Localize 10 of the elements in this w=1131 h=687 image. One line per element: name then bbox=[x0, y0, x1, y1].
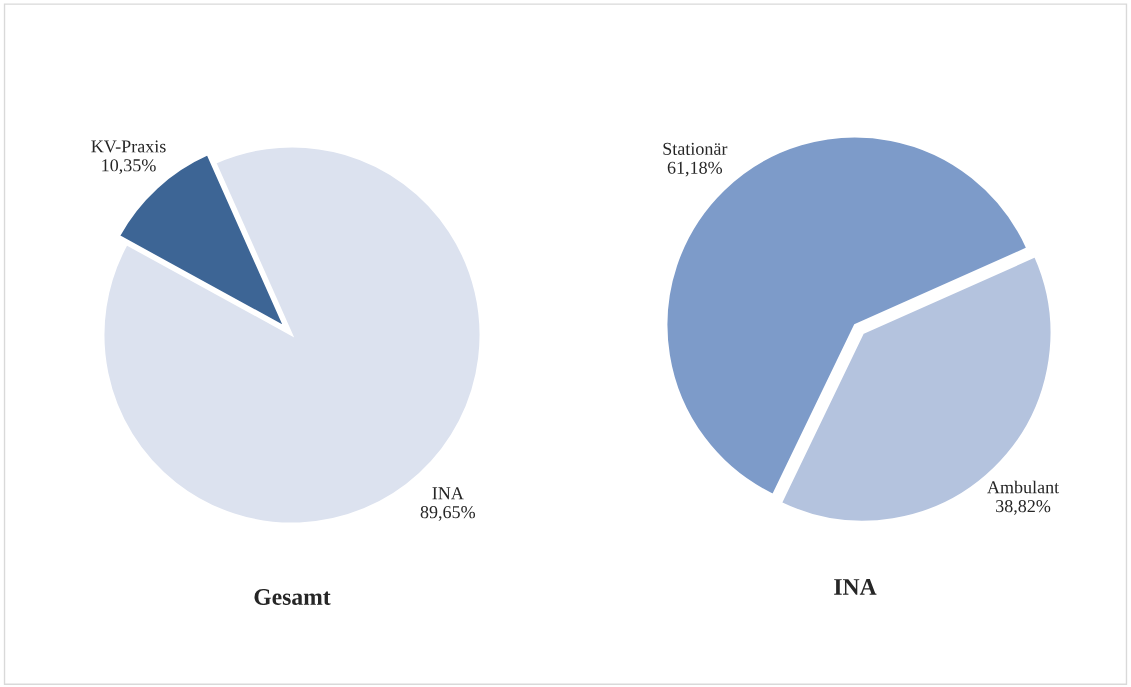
data-label: 38,82% bbox=[996, 500, 1051, 515]
slice-label: Stationär bbox=[663, 142, 728, 155]
data-label: 89,65% bbox=[420, 506, 476, 521]
data-label: 10,35% bbox=[102, 159, 156, 174]
text: Gesamt bbox=[254, 589, 331, 605]
slice-label: KV-Praxis bbox=[91, 140, 166, 153]
data-label: 61,18% bbox=[667, 161, 723, 177]
slice-label: Ambulant bbox=[987, 480, 1060, 494]
slice-label: INA bbox=[432, 487, 464, 500]
text: INA bbox=[834, 579, 877, 595]
